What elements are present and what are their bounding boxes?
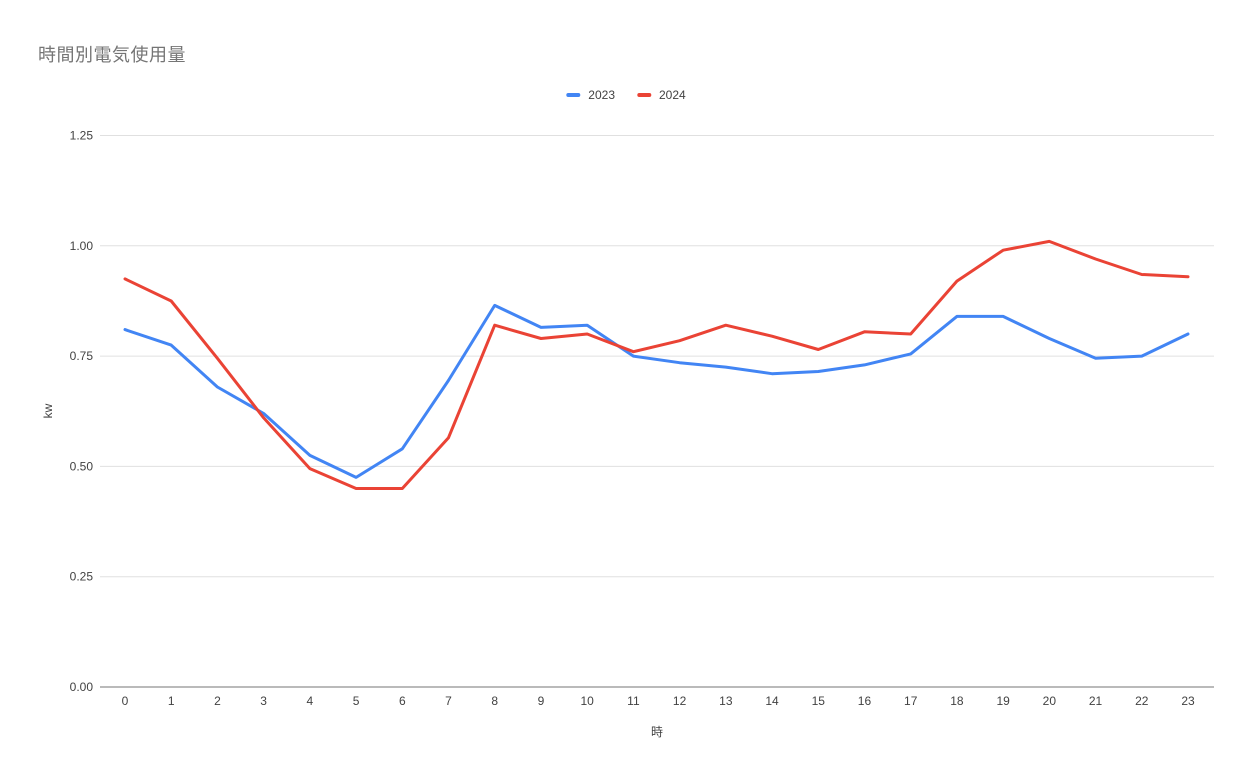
x-tick-label: 10 (580, 694, 594, 708)
y-tick-label: 1.00 (70, 239, 94, 253)
legend-item-2023[interactable]: 2023 (566, 88, 615, 102)
y-axis-title: kw (41, 403, 55, 418)
x-tick-label: 12 (673, 694, 687, 708)
x-tick-label: 13 (719, 694, 733, 708)
x-axis-title: 時 (651, 725, 663, 739)
x-tick-label: 3 (260, 694, 267, 708)
y-tick-label: 0.75 (70, 349, 94, 363)
x-tick-label: 11 (627, 694, 640, 708)
series-line-2024[interactable] (123, 239, 1190, 490)
x-tick-label: 8 (491, 694, 498, 708)
y-tick-label: 0.50 (70, 459, 94, 473)
legend-swatch-2023-icon (566, 93, 581, 97)
x-tick-label: 9 (538, 694, 545, 708)
legend-label-2023: 2023 (588, 88, 615, 102)
x-tick-label: 16 (858, 694, 872, 708)
x-tick-label: 2 (214, 694, 221, 708)
x-tick-label: 5 (353, 694, 360, 708)
y-tick-label: 1.25 (70, 129, 94, 143)
x-tick-label: 21 (1089, 694, 1103, 708)
x-tick-label: 17 (904, 694, 918, 708)
x-tick-label: 18 (950, 694, 964, 708)
x-tick-label: 23 (1181, 694, 1195, 708)
y-tick-label: 0.25 (70, 570, 94, 584)
x-tick-label: 20 (1043, 694, 1057, 708)
y-tick-label: 0.00 (70, 680, 94, 694)
x-tick-label: 1 (168, 694, 175, 708)
x-tick-label: 7 (445, 694, 452, 708)
x-tick-label: 0 (122, 694, 129, 708)
series-line-2023[interactable] (123, 303, 1190, 479)
x-tick-label: 14 (765, 694, 779, 708)
x-tick-label: 15 (812, 694, 826, 708)
chart-title: 時間別電気使用量 (38, 45, 186, 65)
legend-swatch-2024-icon (637, 93, 651, 97)
x-tick-label: 22 (1135, 694, 1149, 708)
legend: 2023 2024 (566, 88, 686, 102)
x-tick-label: 6 (399, 694, 406, 708)
legend-item-2024[interactable]: 2024 (637, 88, 686, 102)
x-tick-label: 19 (996, 694, 1010, 708)
x-tick-label: 4 (307, 694, 314, 708)
legend-label-2024: 2024 (659, 88, 686, 102)
